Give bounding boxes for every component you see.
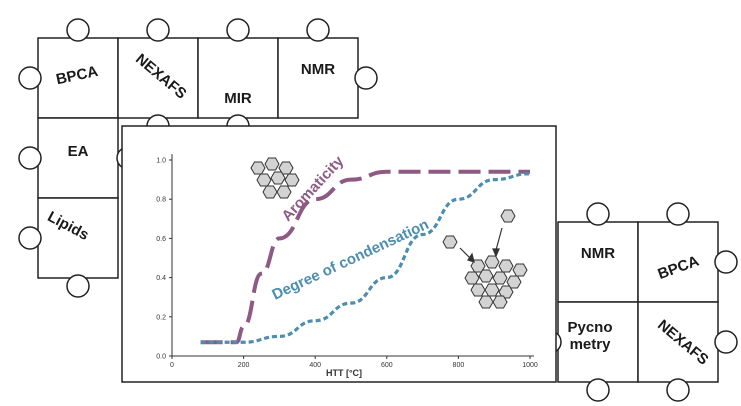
arrow-icon <box>459 227 503 263</box>
chart-lines <box>200 169 531 345</box>
puzzle-knob <box>586 378 610 402</box>
x-tick-label: 600 <box>381 362 393 369</box>
puzzle-label: MIR <box>224 90 252 107</box>
puzzle-label-pycnometry: Pycno metry <box>567 319 612 353</box>
puzzle-label: NMR <box>301 61 335 78</box>
chart-axes <box>171 154 534 357</box>
puzzle-piece-nexafs-right <box>637 301 719 383</box>
puzzle-knob <box>714 250 738 274</box>
x-tick-label: 800 <box>453 362 465 369</box>
y-tick-label: 0.8 <box>156 197 166 204</box>
puzzle-left <box>18 18 378 298</box>
puzzle-piece-nmr <box>277 37 359 119</box>
y-tick-label: 0.2 <box>156 314 166 321</box>
y-tick-label: 0.0 <box>156 354 166 361</box>
x-tick-label: 400 <box>309 362 321 369</box>
x-tick-label: 200 <box>238 362 250 369</box>
puzzle-knob <box>226 18 250 42</box>
y-tick-label: 1.0 <box>156 158 166 165</box>
series-line-aromaticity <box>200 169 530 345</box>
puzzle-knob <box>714 330 738 354</box>
puzzle-knob <box>66 18 90 42</box>
puzzle-piece-nmr-right <box>557 221 639 303</box>
chart-panel <box>121 125 557 383</box>
puzzle-knob <box>66 274 90 298</box>
y-tick-label: 0.6 <box>156 236 166 243</box>
x-tick-label: 0 <box>170 362 174 369</box>
puzzle-label: EA <box>68 143 89 160</box>
puzzle-knob <box>18 146 42 170</box>
chart-ticks: 0 200 400 600 800 1000 0.0 0.2 0.4 0.6 0.8 1.0 <box>156 158 538 370</box>
puzzle-knob <box>306 18 330 42</box>
x-tick-label: 1000 <box>522 362 538 369</box>
puzzle-knob <box>666 202 690 226</box>
puzzle-knob <box>586 202 610 226</box>
puzzle-piece-nexafs <box>117 37 199 119</box>
puzzle-piece-bpca-right <box>637 221 719 303</box>
x-axis-label: HTT [°C] <box>326 368 362 378</box>
puzzle-knob <box>18 226 42 250</box>
series-line-condensation <box>200 172 531 344</box>
y-tick-label: 0.4 <box>156 275 166 282</box>
puzzle-right <box>538 202 738 402</box>
puzzle-label-line: Pycno <box>567 319 612 336</box>
puzzle-knob <box>146 18 170 42</box>
chart: 0 200 400 600 800 1000 0.0 0.2 0.4 0.6 0.8 1.0 HTT … <box>156 154 538 378</box>
puzzle-piece-bpca <box>37 37 119 119</box>
puzzle-knob <box>354 66 378 90</box>
puzzle-label: NMR <box>581 245 615 262</box>
puzzle-label-line: metry <box>570 336 612 353</box>
puzzle-knob <box>18 66 42 90</box>
puzzle-knob <box>666 378 690 402</box>
